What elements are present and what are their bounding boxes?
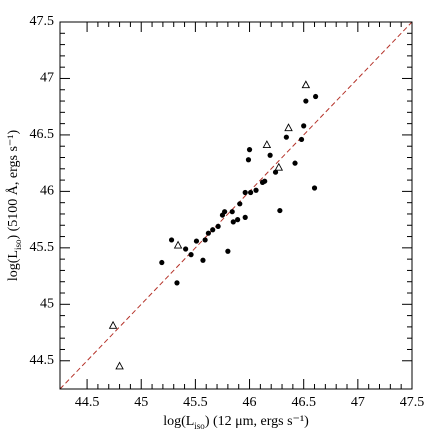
data-point <box>246 147 253 153</box>
data-point <box>301 80 311 89</box>
data-point <box>115 361 124 370</box>
data-point <box>303 98 309 104</box>
data-point <box>267 152 273 158</box>
data-point <box>292 160 298 166</box>
data-point <box>311 185 318 191</box>
data-point <box>253 187 259 193</box>
data-point <box>274 162 284 171</box>
data-point <box>313 93 319 100</box>
x-axis-label-part: ) (12 μm, ergs s⁻¹) <box>205 414 309 429</box>
data-point <box>168 237 175 243</box>
y-tick-label: 44.5 <box>30 353 55 368</box>
data-point <box>235 217 241 223</box>
data-point <box>225 248 231 254</box>
data-point <box>193 238 200 244</box>
data-point <box>242 189 248 196</box>
data-point <box>277 207 283 214</box>
x-axis-label-part: log(L <box>163 414 194 429</box>
y-axis-label-part: log(L <box>6 250 21 281</box>
data-point <box>283 134 289 140</box>
data-point <box>215 223 221 229</box>
y-axis-label-part: ) (5100 Å, ergs s⁻¹) <box>5 129 21 239</box>
reference-line <box>59 21 413 390</box>
data-point <box>188 252 194 258</box>
x-tick-label: 47 <box>351 395 365 410</box>
data-point <box>284 123 293 132</box>
x-tick-label: 46.5 <box>291 395 316 410</box>
x-tick-label: 46 <box>243 395 257 410</box>
data-point <box>183 246 189 252</box>
data-point <box>210 227 216 233</box>
data-point <box>301 123 307 129</box>
y-tick-label: 46.5 <box>30 127 55 142</box>
y-axis-label: log(Liso) (5100 Å, ergs s⁻¹) <box>5 129 23 281</box>
data-point <box>230 219 236 225</box>
data-point <box>205 230 211 236</box>
x-tick-label: 45 <box>134 395 148 410</box>
y-tick-label: 45 <box>40 297 54 312</box>
data-point <box>298 136 305 143</box>
x-axis-label-part: iso <box>194 421 205 431</box>
data-point <box>242 214 248 220</box>
y-tick-label: 47.5 <box>30 14 55 29</box>
data-point <box>200 257 206 263</box>
data-point <box>159 259 165 266</box>
data-point <box>173 240 183 249</box>
x-axis-label: log(Liso) (12 μm, ergs s⁻¹) <box>163 414 309 431</box>
data-point <box>262 178 268 184</box>
y-tick-label: 47 <box>40 71 54 86</box>
data-point <box>272 169 279 175</box>
data-point <box>222 209 228 215</box>
data-point <box>237 201 243 207</box>
x-tick-label: 44.5 <box>75 395 100 410</box>
x-tick-label: 45.5 <box>183 395 208 410</box>
data-point <box>174 280 180 286</box>
x-tick-label: 47.5 <box>400 395 425 410</box>
plot-frame <box>59 21 413 390</box>
data-point <box>248 189 254 196</box>
y-tick-label: 45.5 <box>30 240 55 255</box>
data-point <box>229 209 235 215</box>
data-point <box>202 237 208 243</box>
data-point <box>245 157 252 163</box>
y-tick-label: 46 <box>40 184 54 199</box>
data-point <box>108 320 118 329</box>
y-axis-label-part: iso <box>13 239 23 250</box>
data-point <box>262 140 272 149</box>
